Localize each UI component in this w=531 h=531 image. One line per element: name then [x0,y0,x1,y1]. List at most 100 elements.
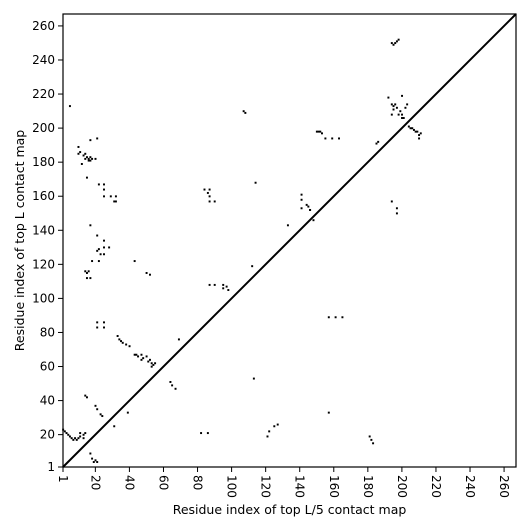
contact-cell-lower-40 [334,316,337,319]
contact-cell-lower-4 [68,435,71,438]
y-tick-label: 240 [32,53,55,67]
contact-cell-lower-41 [341,316,344,319]
contact-cell-upper-55 [140,353,143,356]
contact-cell-upper-40 [85,277,88,280]
contact-cell-upper-83 [244,111,247,114]
contact-cell-lower-14 [84,432,87,435]
contact-cell-upper-70 [208,188,211,191]
y-tick-label: 1 [47,460,55,474]
contact-cell-lower-8 [75,438,78,441]
contact-cell-upper-115 [412,128,415,131]
contact-cell-upper-103 [392,105,395,108]
contact-cell-upper-57 [142,357,145,360]
contact-cell-upper-76 [222,283,225,286]
contact-cell-upper-100 [377,140,380,143]
contact-cell-lower-24 [99,413,102,416]
contact-cell-upper-19 [103,183,105,186]
contact-cell-upper-6 [84,157,87,160]
contact-cell-upper-89 [307,205,310,208]
contact-cell-upper-43 [96,326,99,329]
contact-cell-upper-49 [121,341,124,344]
contact-cell-upper-32 [103,246,105,249]
contact-cell-upper-106 [395,106,398,109]
contact-cell-upper-7 [85,156,88,159]
contact-cell-upper-38 [85,272,88,274]
contact-cell-lower-17 [89,452,92,455]
contact-cell-lower-11 [79,432,82,435]
contact-cell-lower-39 [327,316,330,319]
contact-cell-upper-79 [227,289,230,291]
contact-cell-upper-88 [305,203,308,206]
contact-cell-upper-99 [375,142,378,145]
contact-cell-upper-35 [91,260,94,263]
contact-cell-upper-128 [390,200,393,203]
contact-cell-upper-64 [154,362,157,365]
contact-cell-upper-42 [96,321,99,324]
contact-cell-upper-129 [395,207,398,210]
contact-cell-lower-21 [96,461,99,463]
contact-cell-lower-35 [266,435,269,438]
contact-cell-upper-132 [401,113,404,116]
contact-cell-lower-10 [79,435,82,438]
contact-cell-upper-66 [149,273,151,276]
contact-cell-upper-22 [109,195,112,198]
x-tick-label: 220 [429,475,443,498]
contact-cell-upper-119 [418,137,421,140]
contact-cell-upper-47 [118,338,121,341]
contact-cell-upper-120 [419,132,422,135]
contact-cell-upper-41 [89,277,92,280]
contact-cell-upper-92 [315,130,318,133]
y-tick-label: 80 [40,325,55,339]
x-tick-label: 260 [497,475,511,498]
x-tick-label: 40 [122,475,136,490]
contact-cell-upper-61 [150,362,153,365]
contact-cell-upper-51 [128,345,131,348]
contact-cell-upper-27 [96,234,99,237]
contact-cell-upper-125 [395,40,398,43]
contact-cell-upper-34 [108,246,111,249]
contact-cell-upper-63 [152,363,155,366]
contact-cell-upper-15 [89,139,92,142]
contact-cell-upper-67 [133,260,136,263]
contact-cell-lower-22 [94,404,97,407]
x-tick-label: 200 [395,475,409,498]
x-axis-label: Residue index of top L/5 contact map [173,502,407,517]
contact-cell-upper-60 [149,358,151,361]
contact-cell-upper-87 [300,207,303,210]
y-tick-label: 180 [32,155,55,169]
contact-cell-upper-116 [414,130,417,133]
contact-cell-upper-74 [208,283,211,286]
contact-cell-lower-16 [85,396,88,399]
contact-cell-lower-26 [113,425,116,428]
contact-cell-upper-58 [145,355,148,358]
contact-cell-upper-29 [97,248,100,251]
contact-cell-upper-33 [103,239,105,242]
contact-cell-upper-37 [84,270,87,273]
contact-cell-upper-91 [312,219,315,222]
y-tick-label: 220 [32,87,55,101]
contact-cell-lower-9 [77,437,80,440]
contact-cell-upper-73 [213,200,216,203]
contact-cell-upper-36 [97,260,100,263]
contact-cell-upper-0 [68,105,71,108]
contact-cell-upper-84 [286,224,289,227]
contact-cell-lower-28 [169,381,172,383]
contact-cell-upper-13 [84,152,87,155]
contact-cell-upper-31 [103,253,105,256]
y-tick-label: 200 [32,121,55,135]
contact-cell-upper-114 [411,127,414,130]
contact-cell-lower-19 [92,461,95,463]
contact-cell-lower-29 [171,384,174,387]
x-tick-label: 140 [293,475,307,498]
contact-cell-lower-20 [94,459,97,462]
contact-cell-upper-54 [137,355,140,358]
x-tick-label: 120 [259,475,273,498]
contact-cell-upper-104 [392,108,395,111]
contact-cell-upper-98 [338,137,340,140]
contact-cell-upper-4 [80,163,83,165]
contact-cell-upper-113 [409,127,412,130]
x-tick-label: 180 [361,475,375,498]
y-tick-label: 100 [32,291,55,305]
contact-cell-upper-109 [401,117,404,119]
